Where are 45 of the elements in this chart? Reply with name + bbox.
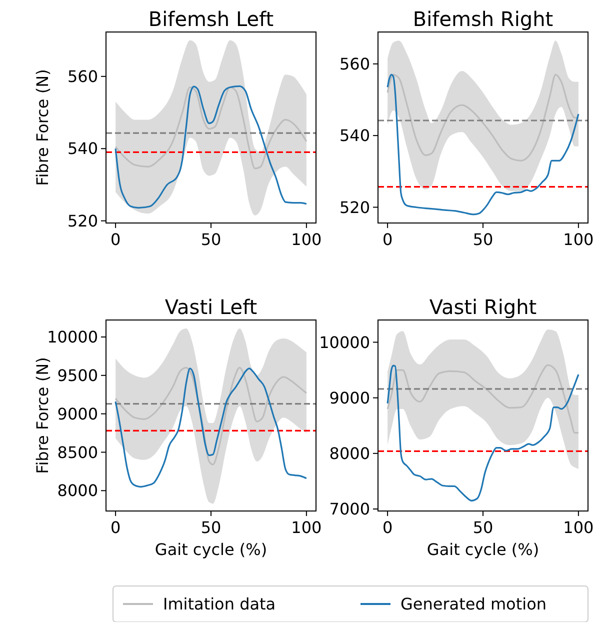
y-tick-label: 9000 [329, 388, 370, 408]
x-tick-label: 50 [200, 518, 222, 537]
line-series [386, 74, 580, 162]
line-series [386, 74, 580, 216]
y-tick-label: 10000 [47, 328, 98, 347]
y-tick-label: 560 [67, 67, 98, 86]
x-axis-title: Gait cycle (%) [154, 540, 268, 559]
x-tick-label: 0 [382, 230, 393, 249]
x-tick-label: 50 [472, 230, 494, 249]
line-series [114, 85, 308, 209]
x-tick-label: 50 [472, 518, 494, 537]
chart-title: Vasti Right [429, 295, 537, 319]
x-tick-label: 100 [291, 230, 322, 249]
y-tick-label: 8000 [329, 444, 370, 464]
legend-label: Generated motion [400, 594, 546, 614]
y-tick-label: 540 [339, 126, 370, 146]
y-tick-label: 10000 [319, 332, 370, 352]
line-series [386, 364, 580, 502]
y-tick-label: 7000 [329, 500, 370, 519]
y-axis-title: Fibre Force (N) [33, 69, 52, 186]
y-tick-label: 520 [339, 198, 370, 217]
y-axis-title: Fibre Force (N) [33, 357, 52, 474]
line-series [114, 366, 308, 466]
x-tick-label: 100 [563, 230, 594, 249]
chart-title: Bifemsh Right [412, 7, 554, 31]
chart-title: Bifemsh Left [148, 7, 274, 31]
y-tick-label: 560 [339, 54, 370, 74]
x-tick-label: 100 [291, 518, 322, 537]
x-tick-label: 100 [563, 518, 594, 537]
x-tick-label: 0 [110, 518, 121, 537]
y-tick-label: 8000 [57, 481, 98, 500]
y-tick-label: 8500 [57, 442, 98, 462]
x-tick-label: 50 [200, 230, 222, 249]
line-series [386, 364, 580, 434]
line-series [114, 368, 308, 488]
line-series [114, 86, 308, 170]
chart-title: Vasti Left [164, 295, 258, 319]
x-tick-label: 0 [382, 518, 393, 537]
legend-label: Imitation data [163, 594, 276, 614]
y-tick-label: 540 [67, 139, 98, 158]
x-tick-label: 0 [110, 230, 121, 249]
x-axis-title: Gait cycle (%) [426, 540, 540, 559]
y-tick-label: 9000 [57, 404, 98, 424]
y-tick-label: 9500 [57, 366, 98, 385]
y-tick-label: 520 [67, 211, 98, 230]
